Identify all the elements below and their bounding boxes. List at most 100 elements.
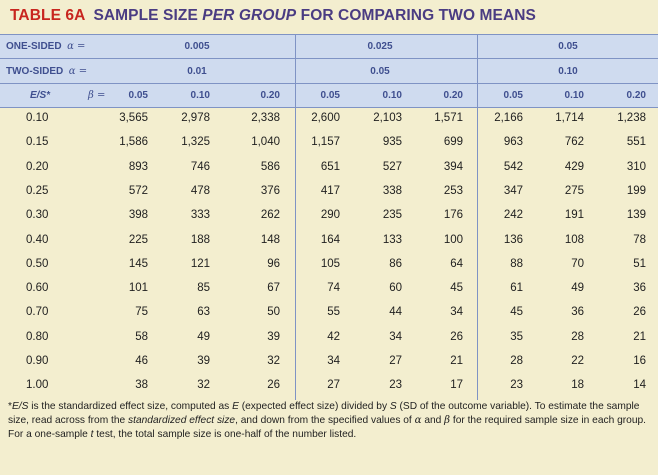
sample-size-cell: 67 — [267, 282, 280, 295]
sample-size-cell: 2,600 — [311, 112, 340, 124]
two-sided-value-3: 0.10 — [558, 66, 578, 77]
sample-size-cell: 105 — [320, 257, 340, 270]
table-header — [0, 34, 658, 108]
one-sided-value-1: 0.005 — [184, 41, 210, 52]
sample-size-cell: 96 — [267, 257, 280, 270]
sample-size-cell: 1,325 — [181, 136, 210, 149]
sample-size-cell: 75 — [135, 306, 148, 319]
sample-size-cell: 586 — [260, 160, 280, 173]
beta-header-3: 0.20 — [260, 90, 280, 101]
sample-size-cell: 333 — [190, 209, 210, 222]
sample-size-cell: 3,565 — [119, 112, 148, 124]
sample-size-cell: 133 — [382, 233, 402, 246]
sample-size-cell: 60 — [389, 282, 402, 295]
title-text-pre: SAMPLE SIZE — [93, 7, 203, 24]
effect-size-cell: 0.70 — [26, 306, 49, 319]
sample-size-cell: 935 — [382, 136, 402, 149]
sample-size-cell: 148 — [260, 233, 280, 246]
sample-size-cell: 762 — [564, 136, 584, 149]
sample-size-cell: 338 — [382, 184, 402, 197]
sample-size-cell: 44 — [389, 306, 402, 319]
beta-header-7: 0.05 — [503, 90, 523, 101]
beta-header-1: 0.05 — [128, 90, 148, 101]
sample-size-cell: 38 — [135, 379, 148, 392]
sample-size-cell: 199 — [626, 184, 646, 197]
effect-size-cell: 0.30 — [26, 209, 49, 222]
sample-size-cell: 45 — [510, 306, 523, 319]
effect-size-cell: 0.25 — [26, 184, 49, 197]
title-text-post: FOR COMPARING TWO MEANS — [296, 7, 536, 24]
sample-size-cell: 85 — [197, 282, 210, 295]
sample-size-cell: 21 — [633, 330, 646, 343]
sample-size-cell: 14 — [633, 379, 646, 392]
effect-size-cell: 0.50 — [26, 257, 49, 270]
sample-size-cell: 22 — [571, 355, 584, 367]
one-sided-label: ONE-SIDED α = — [6, 41, 86, 52]
sample-size-cell: 18 — [571, 379, 584, 392]
sample-size-cell: 35 — [510, 330, 523, 343]
sample-size-cell: 394 — [443, 160, 463, 173]
sample-size-cell: 262 — [260, 209, 280, 222]
sample-size-cell: 88 — [510, 257, 523, 270]
sample-size-cell: 164 — [320, 233, 340, 246]
one-sided-value-2: 0.025 — [367, 41, 393, 52]
sample-size-cell: 253 — [443, 184, 463, 197]
sample-size-cell: 36 — [571, 306, 584, 319]
beta-label: β = — [88, 90, 105, 101]
beta-header-5: 0.10 — [382, 90, 402, 101]
sample-size-cell: 699 — [443, 136, 463, 149]
alpha-symbol: α = — [67, 41, 86, 52]
sample-size-cell: 1,040 — [251, 136, 280, 149]
sample-size-cell: 2,978 — [181, 112, 210, 124]
sample-size-cell: 651 — [320, 160, 340, 173]
sample-size-cell: 290 — [320, 209, 340, 222]
sample-size-cell: 145 — [128, 257, 148, 270]
sample-size-cell: 417 — [320, 184, 340, 197]
header-rule-2 — [0, 83, 658, 84]
sample-size-cell: 478 — [190, 184, 210, 197]
two-sided-value-2: 0.05 — [370, 66, 390, 77]
sample-size-cell: 16 — [633, 355, 646, 367]
sample-size-cell: 893 — [128, 160, 148, 173]
beta-symbol: β = — [88, 90, 106, 101]
sample-size-cell: 139 — [626, 209, 646, 222]
sample-size-cell: 34 — [327, 355, 340, 367]
sample-size-cell: 1,714 — [555, 112, 584, 124]
table-row: 0.90 46 39 32 34 27 21 28 22 16 — [0, 351, 658, 375]
sample-size-cell: 70 — [571, 257, 584, 270]
sample-size-cell: 34 — [450, 306, 463, 319]
sample-size-cell: 32 — [197, 379, 210, 392]
sample-size-cell: 551 — [626, 136, 646, 149]
effect-size-cell: 1.00 — [26, 379, 49, 392]
sample-size-cell: 542 — [503, 160, 523, 173]
sample-size-cell: 527 — [382, 160, 402, 173]
table-title: TABLE 6A SAMPLE SIZE PER GROUP FOR COMPAR… — [10, 7, 536, 25]
sample-size-cell: 275 — [564, 184, 584, 197]
sample-size-cell: 46 — [135, 355, 148, 367]
effect-size-cell: 0.90 — [26, 355, 49, 367]
sample-size-cell: 136 — [503, 233, 523, 246]
header-rule-1 — [0, 58, 658, 59]
table-row: 0.10 3,565 2,978 2,338 2,600 2,103 1,571 2,166 1… — [0, 108, 658, 132]
sample-size-cell: 28 — [571, 330, 584, 343]
sample-size-cell: 49 — [197, 330, 210, 343]
effect-size-cell: 0.20 — [26, 160, 49, 173]
table-row: 0.15 1,586 1,325 1,040 1,157 935 699 963 762 551 — [0, 132, 658, 156]
sample-size-cell: 26 — [450, 330, 463, 343]
sample-size-cell: 1,586 — [119, 136, 148, 149]
sample-size-cell: 63 — [197, 306, 210, 319]
sample-size-cell: 17 — [450, 379, 463, 392]
sample-size-cell: 42 — [327, 330, 340, 343]
sample-size-cell: 108 — [564, 233, 584, 246]
alpha-symbol: α = — [68, 66, 88, 77]
sample-size-cell: 23 — [389, 379, 402, 392]
sample-size-cell: 2,338 — [251, 112, 280, 124]
sample-size-cell: 27 — [327, 379, 340, 392]
effect-size-cell: 0.60 — [26, 282, 49, 295]
sample-size-cell: 78 — [633, 233, 646, 246]
sample-size-cell: 310 — [626, 160, 646, 173]
sample-size-cell: 23 — [510, 379, 523, 392]
sample-size-cell: 74 — [327, 282, 340, 295]
sample-size-cell: 32 — [267, 355, 280, 367]
table-row: 0.20 893 746 586 651 527 394 542 429 310 — [0, 157, 658, 181]
